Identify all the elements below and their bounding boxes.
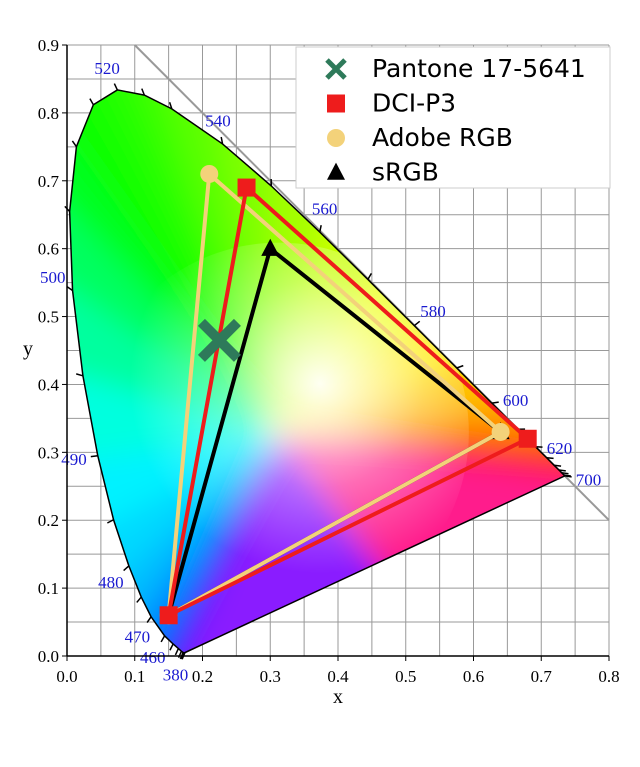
locus-tick — [141, 88, 146, 96]
y-tick-label: 0.6 — [38, 240, 59, 259]
wavelength-label: 620 — [547, 439, 573, 458]
y-tick-label: 0.1 — [38, 579, 59, 598]
locus-tick — [136, 596, 142, 603]
wavelength-label: 560 — [312, 200, 338, 219]
x-tick-label: 0.3 — [260, 667, 281, 686]
marker-x — [197, 318, 241, 362]
locus-tick — [554, 464, 562, 467]
y-tick-label: 0.3 — [38, 443, 59, 462]
y-tick-label: 0.8 — [38, 104, 59, 123]
y-tick-label: 0.7 — [38, 172, 60, 191]
marker-circle — [491, 422, 510, 441]
locus-tick — [174, 648, 180, 656]
locus-tick — [107, 519, 114, 524]
x-tick-label: 0.0 — [56, 667, 77, 686]
gamut-outline — [166, 185, 530, 618]
wavelength-label: 540 — [205, 111, 231, 130]
y-tick-label: 0.9 — [38, 36, 59, 55]
marker-circle — [200, 164, 219, 183]
marker-square — [159, 606, 178, 625]
wavelength-label: 520 — [94, 59, 120, 78]
wavelength-label: 460 — [140, 648, 166, 667]
wavelength-label: 480 — [98, 573, 124, 592]
wavelength-label: 470 — [125, 627, 151, 646]
marker-square — [518, 429, 537, 448]
locus-tick — [491, 401, 499, 404]
y-tick-label: 0.0 — [38, 647, 59, 666]
locus-tick — [90, 454, 98, 458]
locus-tick — [169, 643, 174, 651]
marker-square — [237, 178, 256, 197]
legend-label: Adobe RGB — [372, 123, 513, 152]
locus-tick — [66, 285, 73, 292]
x-tick-label: 0.6 — [463, 667, 484, 686]
legend: Pantone 17-5641 DCI-P3 Adobe RGB sRGB — [295, 46, 611, 189]
x-tick-label: 0.7 — [531, 667, 553, 686]
locus-tick — [561, 471, 569, 475]
locus-tick — [564, 475, 572, 478]
x-tick-label: 0.5 — [395, 667, 416, 686]
x-tick-label: 0.8 — [598, 667, 619, 686]
legend-marker — [327, 129, 345, 147]
wavelength-label: 700 — [576, 470, 602, 489]
locus-tick — [146, 616, 152, 623]
wavelength-label: 380 — [163, 666, 189, 685]
legend-label: DCI-P3 — [372, 89, 456, 118]
gamut-outline — [166, 171, 503, 618]
wavelength-label: 580 — [420, 302, 446, 321]
locus-tick — [319, 225, 322, 233]
legend-marker — [325, 58, 347, 80]
marker-triangle — [261, 238, 280, 256]
locus-tick — [123, 565, 130, 572]
y-tick-label: 0.5 — [38, 308, 59, 327]
spectral-locus — [68, 89, 567, 654]
legend-label: sRGB — [372, 158, 439, 187]
locus-tick — [558, 469, 566, 472]
locus-tick — [89, 98, 95, 106]
locus-tick — [413, 320, 421, 327]
legend-marker — [327, 162, 345, 180]
marker-x-stroke — [197, 318, 241, 362]
x-tick-label: 0.2 — [192, 667, 213, 686]
wavelength-label: 500 — [40, 268, 66, 287]
x-axis-label: x — [333, 686, 343, 708]
legend-label: Pantone 17-5641 — [372, 54, 586, 83]
legend-box — [295, 46, 611, 189]
x-tick-label: 0.1 — [124, 667, 145, 686]
locus-tick — [75, 373, 84, 377]
white-point-glow — [88, 242, 469, 623]
locus-tick — [168, 102, 173, 110]
marker-x-stroke — [325, 58, 347, 80]
locus-tick — [456, 364, 464, 369]
y-axis-label: y — [23, 338, 33, 360]
locus-tick — [220, 136, 224, 145]
legend-marker — [327, 94, 345, 113]
locus-tick — [160, 635, 166, 643]
locus-tick — [546, 457, 554, 460]
wavelength-label: 600 — [503, 391, 529, 410]
locus-tick — [113, 83, 119, 91]
y-tick-label: 0.4 — [38, 375, 60, 394]
x-tick-label: 0.4 — [327, 667, 349, 686]
locus-tick — [71, 140, 78, 148]
locus-tick — [367, 272, 373, 280]
y-tick-label: 0.2 — [38, 511, 59, 530]
